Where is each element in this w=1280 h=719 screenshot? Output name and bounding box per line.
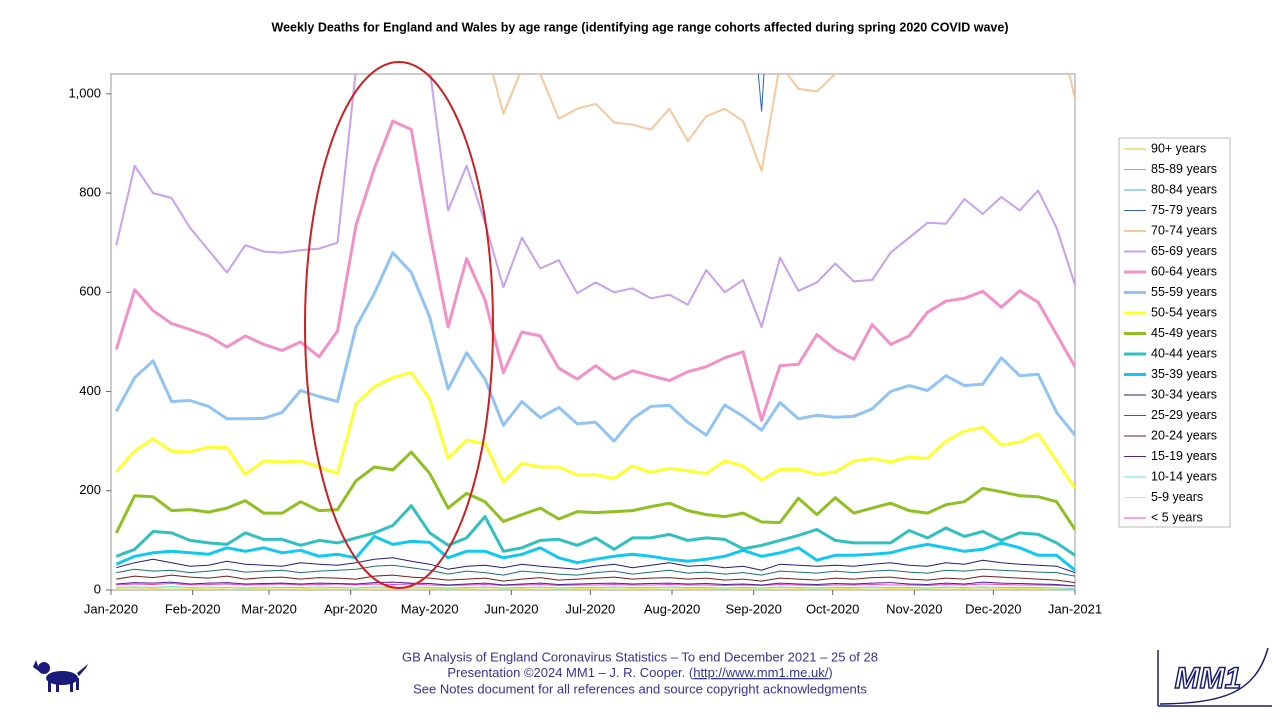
legend-label: 20-24 years <box>1151 428 1217 442</box>
legend-label: 85-89 years <box>1151 162 1217 176</box>
series-line <box>116 581 1075 587</box>
mm1-logo: MM1 <box>1157 647 1272 707</box>
x-tick-label: Jan-2020 <box>84 601 138 616</box>
x-tick-label: Sep-2020 <box>725 601 781 616</box>
series-line <box>491 74 1075 172</box>
legend-label: 55-59 years <box>1151 285 1217 299</box>
footer-line: See Notes document for all references an… <box>413 681 867 696</box>
legend-label: 60-64 years <box>1151 264 1217 278</box>
series-line <box>116 583 1075 587</box>
x-tick-label: Feb-2020 <box>165 601 221 616</box>
x-tick-label: May-2020 <box>401 601 459 616</box>
legend-label: 40-44 years <box>1151 346 1217 360</box>
plot-area <box>110 73 1076 591</box>
y-tick-label: 1,000 <box>68 85 101 100</box>
legend-label: 15-19 years <box>1151 449 1217 463</box>
x-tick-label: Jun-2020 <box>484 601 538 616</box>
y-tick-label: 0 <box>94 581 101 596</box>
legend-label: 35-39 years <box>1151 367 1217 381</box>
footer-line: GB Analysis of England Coronavirus Stati… <box>402 649 878 664</box>
legend-label: 25-29 years <box>1151 408 1217 422</box>
series-line <box>115 534 1075 572</box>
series-line <box>757 74 765 112</box>
y-tick-label: 600 <box>79 284 101 299</box>
series-line <box>115 504 1075 558</box>
series-line <box>115 371 1075 490</box>
logo-text: MM1 <box>1175 662 1242 695</box>
x-tick-label: Dec-2020 <box>965 601 1021 616</box>
x-tick-label: Apr-2020 <box>324 601 377 616</box>
series-line <box>116 587 1075 590</box>
y-tick-label: 800 <box>79 185 101 200</box>
series-line <box>115 74 1075 328</box>
dog-logo <box>33 660 88 692</box>
x-tick-label: Aug-2020 <box>644 601 700 616</box>
series-line <box>114 450 1075 534</box>
legend-label: 5-9 years <box>1151 490 1203 504</box>
series-line <box>116 557 1075 574</box>
x-tick-label: Nov-2020 <box>886 601 942 616</box>
footer-text: Presentation ©2024 MM1 – J. R. Cooper. ( <box>447 665 694 680</box>
legend-label: 45-49 years <box>1151 326 1217 340</box>
legend-label: 90+ years <box>1151 141 1206 155</box>
x-tick-label: Jul-2020 <box>565 601 615 616</box>
legend-label: < 5 years <box>1151 510 1203 524</box>
series-line <box>116 574 1075 584</box>
series-lines <box>114 74 1075 590</box>
footer-line: Presentation ©2024 MM1 – J. R. Cooper. (… <box>447 665 832 680</box>
legend-label: 10-14 years <box>1151 469 1217 483</box>
legend-label: 65-69 years <box>1151 244 1217 258</box>
legend-label: 30-34 years <box>1151 387 1217 401</box>
footer-text: ) <box>828 665 832 680</box>
y-tick-label: 200 <box>79 482 101 497</box>
x-tick-label: Jan-2021 <box>1048 601 1102 616</box>
legend-label: 50-54 years <box>1151 305 1217 319</box>
legend-label: 70-74 years <box>1151 223 1217 237</box>
y-tick-label: 400 <box>79 383 101 398</box>
footer-link[interactable]: http://www.mm1.me.uk/ <box>693 665 828 680</box>
series-line <box>114 119 1075 422</box>
legend-label: 75-79 years <box>1151 203 1217 217</box>
series-line <box>116 564 1075 577</box>
x-tick-label: Mar-2020 <box>241 601 297 616</box>
highlight-ellipse <box>304 61 494 589</box>
chart-title: Weekly Deaths for England and Wales by a… <box>272 20 1009 34</box>
legend-label: 80-84 years <box>1151 182 1217 196</box>
series-line <box>116 586 1075 589</box>
x-tick-label: Oct-2020 <box>806 601 859 616</box>
series-line <box>114 251 1075 443</box>
